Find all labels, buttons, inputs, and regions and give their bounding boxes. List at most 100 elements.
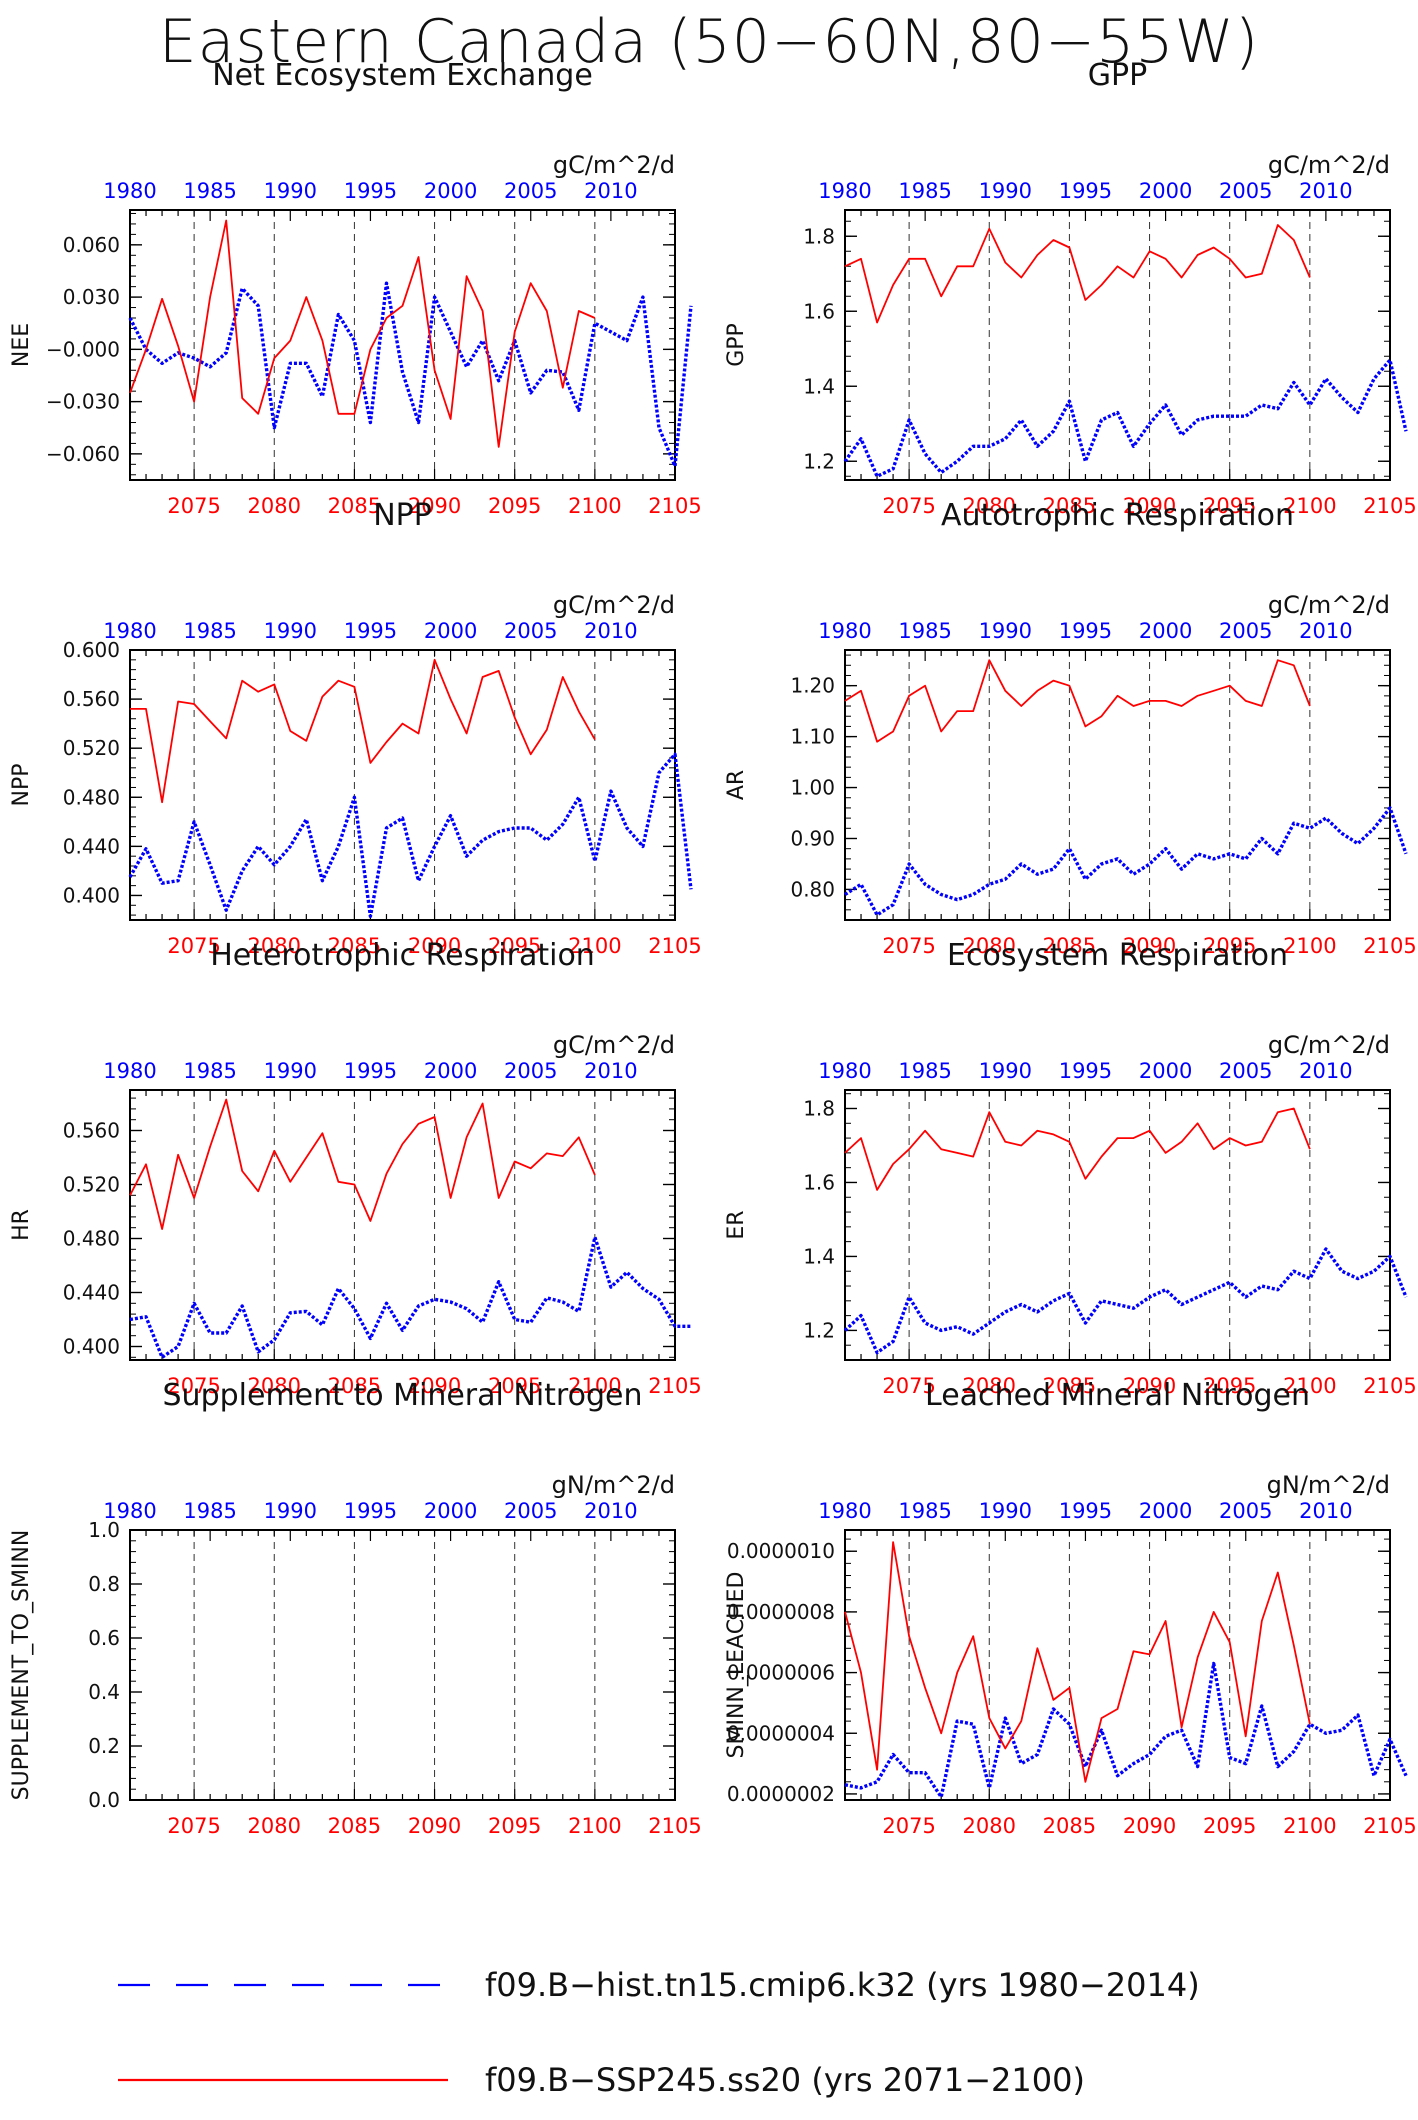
x-tick-label-bottom: 2080 xyxy=(963,1814,1016,1838)
y-tick-label: 0.2 xyxy=(88,1734,120,1758)
y-axis-label: AR xyxy=(724,770,749,800)
x-tick-label-top: 2010 xyxy=(584,1499,637,1523)
x-tick-label-top: 2005 xyxy=(1219,1499,1272,1523)
y-axis-label: HR xyxy=(9,1209,34,1241)
chart-title: Supplement to Mineral Nitrogen xyxy=(163,1378,643,1413)
x-tick-label-top: 2005 xyxy=(1219,179,1272,203)
x-tick-label-bottom: 2085 xyxy=(1043,494,1096,518)
series-line-future xyxy=(129,219,596,448)
y-tick-label: 0.600 xyxy=(63,638,120,662)
x-tick-label-bottom: 2080 xyxy=(963,494,1016,518)
x-tick-label-bottom: 2075 xyxy=(882,934,935,958)
series-line-hist xyxy=(843,1247,1408,1355)
x-tick-label-top: 1980 xyxy=(818,179,871,203)
y-tick-label: 0.440 xyxy=(63,834,120,858)
y-tick-label: 0.060 xyxy=(63,233,120,257)
plot-frame xyxy=(129,1089,676,1361)
y-axis-label: GPP xyxy=(724,323,749,367)
y-tick-label: 1.00 xyxy=(790,776,835,800)
x-tick-label-bottom: 2100 xyxy=(568,934,621,958)
y-axis-label: NPP xyxy=(9,764,34,807)
x-tick-label-bottom: 2090 xyxy=(408,1814,461,1838)
chart-panel-1: Net Ecosystem Exchange gC/m^2/d NEE 2075 208… xyxy=(9,58,702,518)
y-tick-label: 0.400 xyxy=(63,1335,120,1359)
x-tick-label-bottom: 2090 xyxy=(1123,494,1176,518)
x-tick-label-top: 1995 xyxy=(344,619,397,643)
x-tick-label-top: 1990 xyxy=(264,619,317,643)
x-tick-label-top: 1995 xyxy=(1059,619,1112,643)
x-tick-label-top: 2010 xyxy=(584,179,637,203)
series-line-future xyxy=(130,658,596,804)
x-tick-label-bottom: 2105 xyxy=(1363,1814,1416,1838)
x-tick-label-bottom: 2075 xyxy=(167,934,220,958)
x-tick-label-top: 1995 xyxy=(1059,179,1112,203)
series-line-hist xyxy=(843,358,1408,478)
y-tick-label: 1.4 xyxy=(803,374,835,398)
x-tick-label-bottom: 2105 xyxy=(1363,934,1416,958)
x-tick-label-bottom: 2100 xyxy=(1283,1374,1336,1398)
x-tick-label-bottom: 2085 xyxy=(328,934,381,958)
x-tick-label-top: 1990 xyxy=(979,619,1032,643)
y-axis-label: NEE xyxy=(9,323,34,367)
chart-panel-6: Ecosystem Respiration gC/m^2/d ER 2075 2080 2… xyxy=(724,938,1417,1398)
x-tick-label-bottom: 2095 xyxy=(1203,1374,1256,1398)
x-tick-label-top: 1980 xyxy=(103,179,156,203)
x-tick-label-top: 2005 xyxy=(504,619,557,643)
x-tick-label-top: 2000 xyxy=(1139,179,1192,203)
panels-canvas: Net Ecosystem Exchange gC/m^2/d NEE 2075 208… xyxy=(9,58,1417,1838)
series-line-future xyxy=(129,1098,596,1230)
x-tick-label-bottom: 2100 xyxy=(568,1374,621,1398)
y-tick-label: 0.0000002 xyxy=(727,1782,835,1806)
x-tick-label-top: 2000 xyxy=(1139,1499,1192,1523)
x-tick-label-bottom: 2105 xyxy=(1363,1374,1416,1398)
y-tick-label: 1.10 xyxy=(790,725,835,749)
y-tick-label: 1.8 xyxy=(803,1096,835,1120)
units-label: gC/m^2/d xyxy=(1268,1031,1390,1059)
units-label: gN/m^2/d xyxy=(1267,1471,1390,1499)
chart-title: NPP xyxy=(373,498,432,533)
x-tick-label-top: 1995 xyxy=(1059,1499,1112,1523)
y-tick-label: −0.060 xyxy=(46,442,120,466)
chart-panel-8: Leached Mineral Nitrogen gN/m^2/d SMINN_LE… xyxy=(724,1378,1417,1838)
series-line-future xyxy=(844,1107,1311,1191)
x-tick-label-top: 1980 xyxy=(103,1499,156,1523)
series-line-hist xyxy=(844,806,1408,917)
y-tick-label: 0.0000010 xyxy=(727,1539,835,1563)
y-tick-label: 0.480 xyxy=(63,785,120,809)
y-tick-label: 0.030 xyxy=(63,285,120,309)
x-tick-label-bottom: 2105 xyxy=(648,494,701,518)
chart-panel-2: GPP gC/m^2/d GPP 2075 2080 2085 2090 2095 2100 21… xyxy=(724,58,1417,518)
x-tick-label-bottom: 2095 xyxy=(1203,1814,1256,1838)
chart-title: Leached Mineral Nitrogen xyxy=(925,1378,1310,1413)
series-line-hist xyxy=(128,752,693,918)
units-label: gC/m^2/d xyxy=(553,1031,675,1059)
x-tick-label-bottom: 2085 xyxy=(328,1814,381,1838)
series-line-hist xyxy=(128,281,693,468)
y-tick-label: 0.520 xyxy=(63,1173,120,1197)
series-line-future xyxy=(844,1541,1311,1783)
x-tick-label-bottom: 2075 xyxy=(882,1374,935,1398)
x-tick-label-top: 1990 xyxy=(979,1059,1032,1083)
legend-item-future: f09.B−SSP245.ss20 (yrs 2071−2100) xyxy=(0,2040,1418,2120)
units-label: gC/m^2/d xyxy=(1268,151,1390,179)
chart-title: Heterotrophic Respiration xyxy=(210,938,595,973)
plot-frame xyxy=(129,649,676,921)
x-tick-label-bottom: 2075 xyxy=(167,494,220,518)
x-tick-label-top: 2010 xyxy=(1299,179,1352,203)
x-tick-label-bottom: 2090 xyxy=(408,494,461,518)
x-tick-label-top: 1980 xyxy=(103,619,156,643)
chart-panel-3: NPP gC/m^2/d NPP 2075 2080 2085 2090 2095 2100 21… xyxy=(9,498,702,958)
units-label: gC/m^2/d xyxy=(553,151,675,179)
x-tick-label-top: 2010 xyxy=(1299,1059,1352,1083)
x-tick-label-bottom: 2095 xyxy=(488,934,541,958)
y-tick-label: 1.6 xyxy=(803,1170,835,1194)
chart-title: Autotrophic Respiration xyxy=(941,498,1294,533)
x-tick-label-bottom: 2075 xyxy=(167,1374,220,1398)
x-tick-label-top: 1990 xyxy=(264,1499,317,1523)
x-tick-label-bottom: 2075 xyxy=(882,1814,935,1838)
x-tick-label-top: 1995 xyxy=(344,179,397,203)
y-axis-label: SMINN_LEACHED xyxy=(724,1572,749,1759)
x-tick-label-bottom: 2075 xyxy=(882,494,935,518)
x-tick-label-bottom: 2085 xyxy=(1043,1814,1096,1838)
x-tick-label-bottom: 2095 xyxy=(1203,934,1256,958)
